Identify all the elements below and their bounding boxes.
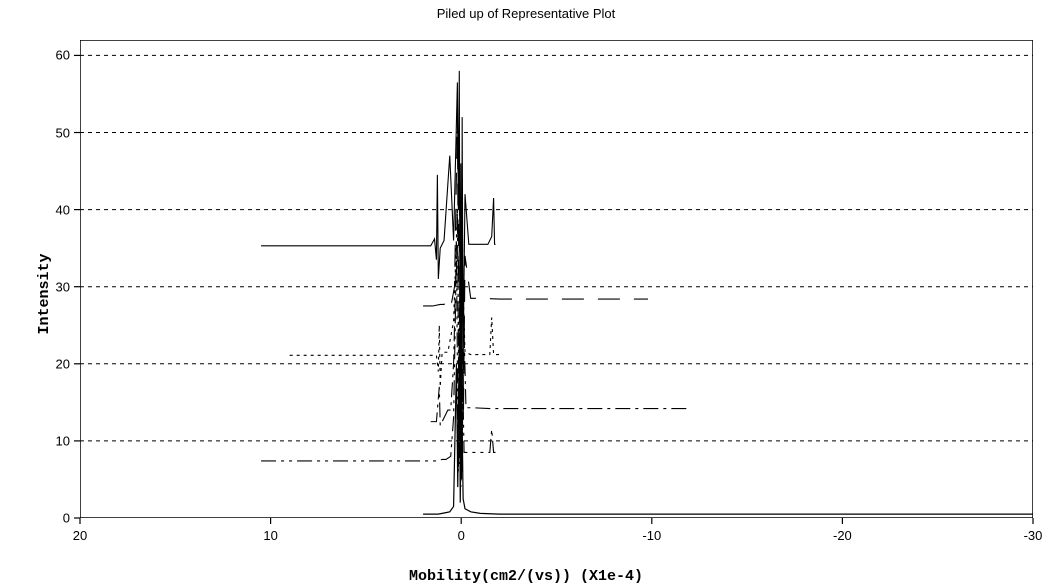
y-tick-label: 50 <box>40 125 70 140</box>
x-tick-label: -20 <box>833 528 852 543</box>
tick-marks <box>70 30 1043 528</box>
x-tick-label: 20 <box>73 528 87 543</box>
y-tick-label: 60 <box>40 48 70 63</box>
y-tick-label: 20 <box>40 356 70 371</box>
x-tick-label: 10 <box>263 528 277 543</box>
chart-container: Piled up of Representative Plot Intensit… <box>0 0 1052 587</box>
y-tick-label: 0 <box>40 511 70 526</box>
y-tick-label: 10 <box>40 433 70 448</box>
chart-title: Piled up of Representative Plot <box>0 6 1052 21</box>
x-tick-label: -30 <box>1024 528 1043 543</box>
x-axis-label: Mobility(cm2/(vs)) (X1e-4) <box>0 568 1052 585</box>
y-tick-label: 30 <box>40 279 70 294</box>
x-tick-label: -10 <box>642 528 661 543</box>
y-tick-label: 40 <box>40 202 70 217</box>
x-tick-label: 0 <box>458 528 465 543</box>
